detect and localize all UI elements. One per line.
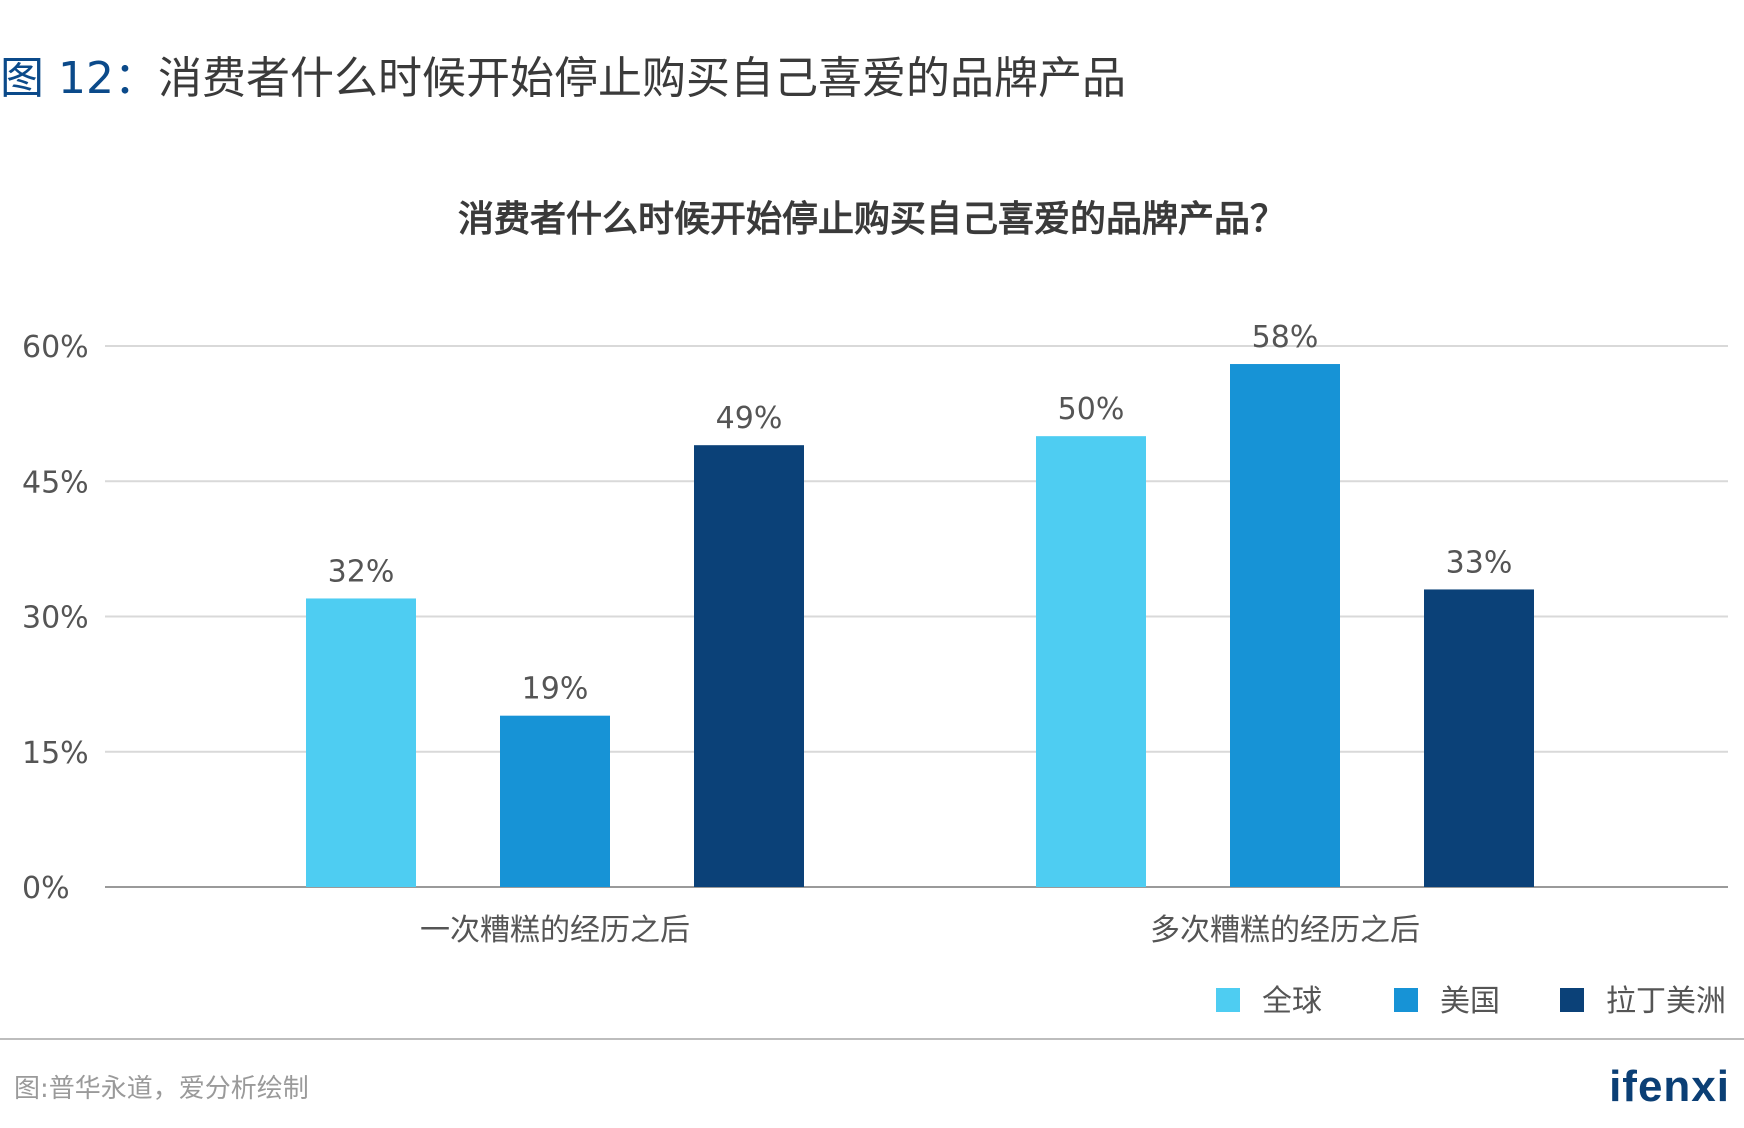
bar bbox=[1424, 589, 1534, 887]
y-tick-label: 30% bbox=[22, 601, 89, 636]
y-tick-label: 15% bbox=[22, 736, 89, 771]
category-label: 一次糟糕的经历之后 bbox=[420, 913, 690, 948]
legend-label: 美国 bbox=[1440, 984, 1500, 1019]
figure-title: 图 12：消费者什么时候开始停止购买自己喜爱的品牌产品 bbox=[0, 42, 1126, 106]
legend-swatch bbox=[1394, 988, 1418, 1012]
data-label: 49% bbox=[716, 401, 783, 436]
bar bbox=[306, 598, 416, 887]
chart-title: 消费者什么时候开始停止购买自己喜爱的品牌产品？ bbox=[457, 199, 1286, 240]
footer-divider bbox=[0, 1038, 1744, 1040]
legend-swatch bbox=[1216, 988, 1240, 1012]
bar bbox=[694, 445, 804, 887]
data-label: 58% bbox=[1252, 320, 1319, 355]
y-tick-label: 60% bbox=[22, 330, 89, 365]
y-tick-label: 0% bbox=[22, 871, 70, 906]
ifenxi-logo: ifenxi bbox=[1609, 1062, 1730, 1111]
figure-number: 图 12： bbox=[0, 53, 158, 104]
legend-label: 全球 bbox=[1262, 984, 1322, 1019]
legend-swatch bbox=[1560, 988, 1584, 1012]
bar bbox=[1230, 364, 1340, 887]
source-note: 图:普华永道，爱分析绘制 bbox=[14, 1074, 309, 1104]
figure-title-text: 消费者什么时候开始停止购买自己喜爱的品牌产品 bbox=[157, 53, 1126, 104]
data-label: 50% bbox=[1058, 392, 1125, 427]
bar bbox=[1036, 436, 1146, 887]
data-label: 33% bbox=[1446, 545, 1513, 580]
data-label: 19% bbox=[522, 672, 589, 707]
legend-label: 拉丁美洲 bbox=[1606, 984, 1726, 1019]
y-tick-label: 45% bbox=[22, 465, 89, 500]
category-label: 多次糟糕的经历之后 bbox=[1150, 913, 1420, 948]
data-label: 32% bbox=[328, 554, 395, 589]
bar bbox=[500, 715, 610, 887]
